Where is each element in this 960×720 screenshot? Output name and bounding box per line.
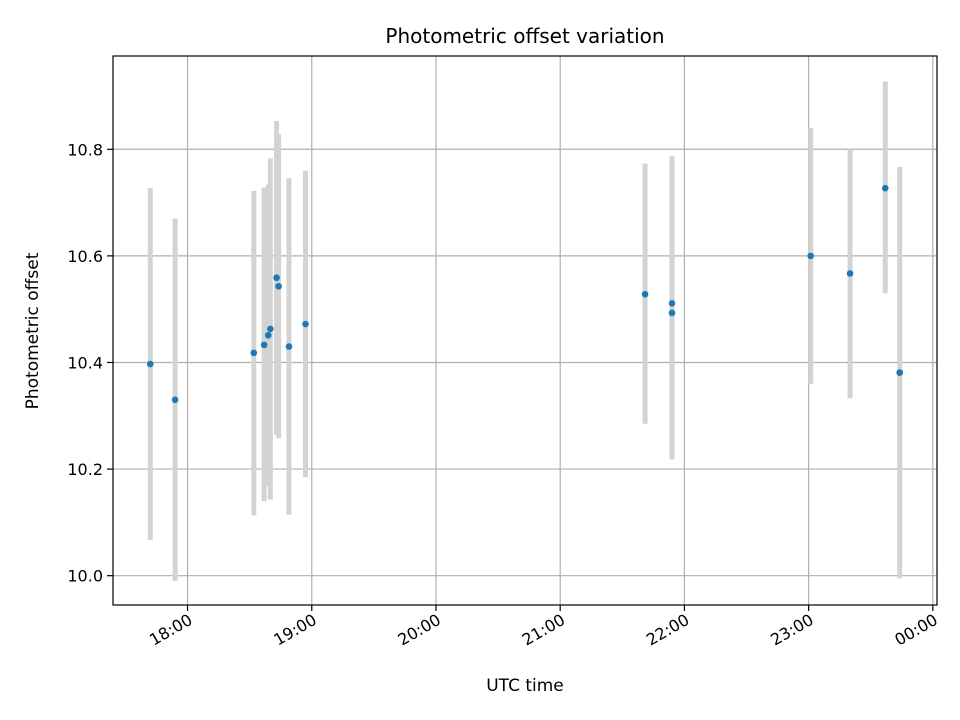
y-tick-label: 10.8 bbox=[67, 140, 103, 159]
chart-title: Photometric offset variation bbox=[385, 24, 664, 48]
data-point bbox=[846, 270, 854, 277]
y-tick-label: 10.4 bbox=[67, 353, 103, 372]
data-point bbox=[250, 349, 258, 357]
data-point bbox=[302, 320, 309, 328]
data-point bbox=[146, 360, 154, 368]
data-point bbox=[264, 331, 272, 339]
data-point bbox=[668, 309, 676, 317]
x-axis-title: UTC time bbox=[486, 676, 564, 696]
data-point bbox=[275, 282, 282, 290]
y-tick-label: 10.2 bbox=[67, 460, 103, 479]
data-point bbox=[896, 369, 904, 376]
data-point bbox=[267, 325, 274, 333]
plot-frame bbox=[112, 55, 938, 606]
data-point bbox=[881, 184, 889, 192]
point-layer bbox=[146, 184, 904, 404]
y-tick-label: 10.6 bbox=[67, 247, 103, 266]
y-axis-title: Photometric offset bbox=[23, 252, 43, 409]
data-point bbox=[260, 341, 268, 349]
data-point bbox=[285, 343, 293, 350]
data-point bbox=[668, 300, 676, 307]
data-point bbox=[641, 290, 649, 298]
data-point bbox=[273, 274, 280, 282]
data-point bbox=[807, 252, 815, 260]
y-tick-label: 10.0 bbox=[67, 567, 103, 586]
data-point bbox=[171, 396, 179, 404]
